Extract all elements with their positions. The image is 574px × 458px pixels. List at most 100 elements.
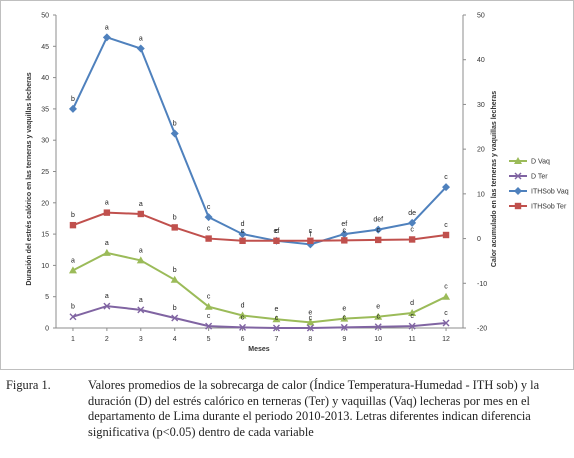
data-point-x [408, 322, 416, 330]
significance-label: e [376, 304, 380, 311]
y-left-tick-label: 20 [41, 200, 49, 207]
x-stroke [374, 323, 382, 331]
x-tick-label: 2 [105, 336, 109, 343]
series-line [72, 251, 447, 324]
significance-label: c [444, 222, 448, 229]
series-line [72, 211, 447, 242]
significance-label: c [410, 313, 414, 320]
significance-label: c [376, 227, 380, 234]
significance-label: c [207, 226, 211, 233]
data-point-square [341, 237, 348, 244]
data-point-square [205, 235, 212, 242]
data-point-diamond [136, 44, 145, 53]
data-point-x [374, 323, 382, 331]
x-tick-label: 3 [139, 336, 143, 343]
series-ithsob-ter: b a a b c c c c c c c c [69, 200, 450, 245]
y-right-tick-label: 30 [477, 102, 485, 109]
data-point-x [514, 172, 522, 180]
data-point-x [239, 323, 247, 331]
x-stroke [171, 314, 179, 322]
y-left-tick-label: 10 [41, 263, 49, 270]
data-point-triangle [514, 157, 522, 164]
x-stroke [514, 172, 522, 180]
significance-label: de [408, 210, 416, 217]
x-tick-label: 4 [173, 336, 177, 343]
y-right-tick-label: 10 [477, 191, 485, 198]
x-stroke [69, 313, 77, 321]
significance-label: c [275, 228, 279, 235]
x-stroke [205, 322, 213, 330]
x-stroke [137, 306, 145, 314]
data-point-diamond [374, 225, 383, 234]
data-point-triangle [102, 248, 111, 256]
x-tick-label: 6 [241, 336, 245, 343]
significance-label: f [309, 231, 311, 238]
data-point-diamond [238, 230, 247, 239]
data-point-triangle [272, 315, 281, 323]
significance-label: c [241, 228, 245, 235]
y-left-tick-label: 40 [41, 75, 49, 82]
data-point-triangle [136, 256, 145, 264]
x-tick-label: 7 [275, 336, 279, 343]
x-tick-label: 1 [71, 336, 75, 343]
significance-label: c [309, 315, 313, 322]
data-point-x [272, 324, 280, 332]
y-left-tick-label: 15 [41, 232, 49, 239]
data-point-square [171, 224, 178, 231]
data-point-diamond [68, 104, 77, 113]
x-stroke [272, 324, 280, 332]
significance-label: b [173, 120, 177, 127]
y-left-tick-label: 0 [45, 326, 49, 333]
data-point-triangle [408, 308, 417, 316]
significance-label: c [275, 315, 279, 322]
significance-label: c [309, 228, 313, 235]
legend-label: ITHSob Ter [531, 204, 567, 211]
x-tick-label: 10 [374, 336, 382, 343]
figure-caption-text: Valores promedios de la sobrecarga de ca… [88, 378, 540, 439]
significance-label: c [343, 314, 347, 321]
data-point-x [306, 324, 314, 332]
significance-label: a [105, 24, 109, 31]
data-point-triangle [170, 275, 179, 283]
significance-label: c [343, 227, 347, 234]
y-left-tick-label: 50 [41, 13, 49, 20]
data-point-square [408, 236, 416, 243]
y-axis-right-label: Calor acumulado en las terneras y vaquil… [491, 91, 498, 267]
y-right-tick-label: 20 [477, 147, 485, 154]
data-point-triangle [204, 302, 213, 310]
data-point-diamond [340, 230, 349, 239]
data-point-triangle [340, 314, 349, 322]
y-right-tick-label: 50 [477, 13, 485, 20]
y-right-tick-label: 40 [477, 57, 485, 64]
data-point-x [137, 306, 145, 314]
significance-label: a [105, 240, 109, 247]
data-point-square [273, 237, 280, 245]
significance-label: b [173, 214, 177, 221]
series-d-ter: b a a b c c c c c c c c [69, 293, 450, 332]
data-point-triangle [306, 318, 315, 326]
y-left-tick-label: 5 [45, 294, 49, 301]
significance-label: a [139, 201, 143, 208]
legend-label: D Vaq [531, 159, 550, 166]
significance-label: ef [274, 228, 280, 235]
data-point-x [103, 302, 111, 310]
data-point-triangle [374, 312, 383, 320]
x-stroke [442, 319, 450, 327]
significance-label: d [410, 300, 414, 307]
data-point-square [514, 202, 522, 210]
data-point-x [205, 322, 213, 330]
significance-label: a [71, 257, 75, 264]
significance-label: a [139, 297, 143, 304]
x-stroke [239, 323, 247, 331]
x-tick-label: 9 [342, 336, 346, 343]
chart-legend: D Vaq D Ter ITHSob Vaq ITHSob Ter [509, 157, 569, 211]
x-stroke [408, 322, 416, 330]
significance-label: c [207, 204, 211, 211]
significance-label: c [376, 314, 380, 321]
significance-label: b [71, 96, 75, 103]
significance-label: b [71, 212, 75, 219]
significance-label: e [308, 309, 312, 316]
